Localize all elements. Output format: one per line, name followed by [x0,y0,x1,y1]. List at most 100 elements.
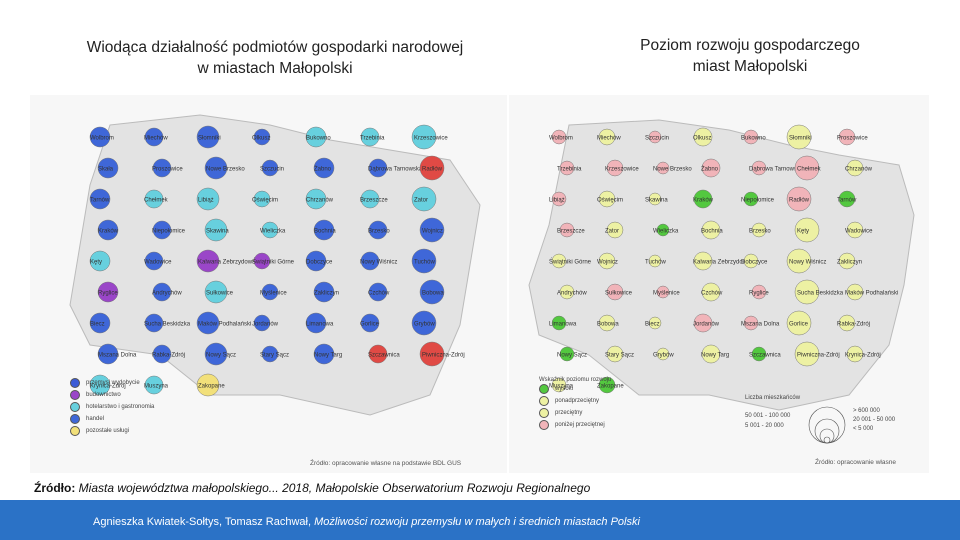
city-label: Wolbrom [90,136,114,142]
city-marker [606,345,624,363]
right-map-title: Poziom rozwoju gospodarczego miast Małop… [640,37,860,75]
city-marker [196,187,220,211]
city-marker [701,158,721,178]
city-label: Chrzanów [306,198,334,204]
city-marker [368,344,388,364]
legend-swatch [70,402,80,412]
city-marker [253,252,271,270]
city-label: Ryglice [749,291,769,297]
city-marker [551,129,567,145]
city-marker [411,186,437,212]
city-label: Wadowice [845,229,873,235]
city-marker [144,251,164,271]
city-label: Tuchów [645,260,666,266]
city-marker [794,341,820,367]
city-label: Mszana Dolna [741,322,780,328]
city-label: Wolbrom [549,136,573,142]
city-marker [261,345,279,363]
city-label: Maków Podhalański [198,322,251,328]
city-label: Oświęcim [597,198,623,204]
city-marker [368,220,388,240]
city-label: Skawina [206,229,229,235]
city-marker [144,127,164,147]
city-label: Libiąż [549,198,565,204]
city-marker [411,310,437,336]
city-marker [360,313,380,333]
city-label: Olkusz [693,136,711,142]
city-marker [648,130,662,144]
city-marker [152,344,172,364]
size-class-label: > 600 000 [853,408,880,414]
size-legend-right: > 600 000 20 001 - 50 000 < 5 000 [853,407,895,434]
city-label: Gorlice [360,322,380,328]
legend-swatch [539,384,549,394]
city-marker [368,158,388,178]
city-marker [786,248,812,274]
city-label: Bobowa [422,291,444,297]
city-label: Zakopane [198,384,225,390]
city-marker [196,311,220,335]
legend-item: poniżej przeciętnej [539,419,611,431]
legend-item: przemysł wydobycie [70,377,154,389]
city-label: Stary Sącz [605,353,634,359]
city-label: Stary Sącz [260,353,289,359]
city-label: Szczucin [260,167,284,173]
city-label: Gorlice [789,322,809,328]
city-marker [89,374,111,396]
city-label: Wojnicz [422,229,443,235]
city-marker [89,250,111,272]
city-marker [846,159,864,177]
right-legend: Wskaźnik poziomu rozwoju wysoki ponadprzec… [539,377,611,431]
footer-text: Agnieszka Kwiatek-Sołtys, Tomasz Rachwał… [93,516,640,528]
city-marker [368,282,388,302]
city-marker [598,252,616,270]
city-marker [794,217,820,243]
city-marker [253,314,271,332]
city-label: Tarnów [837,198,857,204]
legend-label: pozostałe usługi [86,428,130,434]
city-label: Sucha Beskidzka [797,291,844,297]
city-label: Czchów [368,291,390,297]
legend-swatch [539,420,549,430]
city-label: Szczawnica [749,353,781,359]
city-marker [152,158,172,178]
city-label: Nowy Wiśnicz [360,260,397,266]
city-label: Kęty [90,260,102,266]
legend-swatch [70,378,80,388]
city-marker [693,251,713,271]
city-label: Świątniki Górne [252,258,295,266]
legend-label: ponadprzeciętny [555,398,600,404]
city-marker [559,346,575,362]
city-label: Zator [414,198,428,204]
city-marker [598,376,616,394]
legend-item: wysoki [539,383,611,395]
right-source: Źródło: opracowanie własne [815,459,896,466]
city-marker [253,190,271,208]
city-label: Brzeszcze [360,198,388,204]
city-marker [551,253,567,269]
city-marker [656,223,670,237]
city-label: Brzesko [749,229,771,235]
city-marker [204,218,228,242]
city-label: Mszana Dolna [98,353,137,359]
city-label: Nowy Targ [701,353,729,359]
city-marker [261,283,279,301]
city-label: Kraków [98,229,119,235]
city-label: Szczawnica [368,353,400,359]
city-marker [419,217,445,243]
city-marker [419,279,445,305]
city-label: Czchów [701,291,723,297]
city-marker [261,159,279,177]
city-label: Sucha Beskidzka [144,322,191,328]
city-marker [751,346,767,362]
city-marker [606,159,624,177]
city-marker [656,347,670,361]
left-legend: przemysł wydobycie budownictwo hotelarstwo… [70,377,154,437]
city-marker [751,160,767,176]
city-marker [89,126,111,148]
city-label: Tuchów [414,260,435,266]
city-marker [144,189,164,209]
city-marker [305,250,327,272]
region-shape [69,114,481,416]
legend-label: budownictwo [86,392,121,398]
